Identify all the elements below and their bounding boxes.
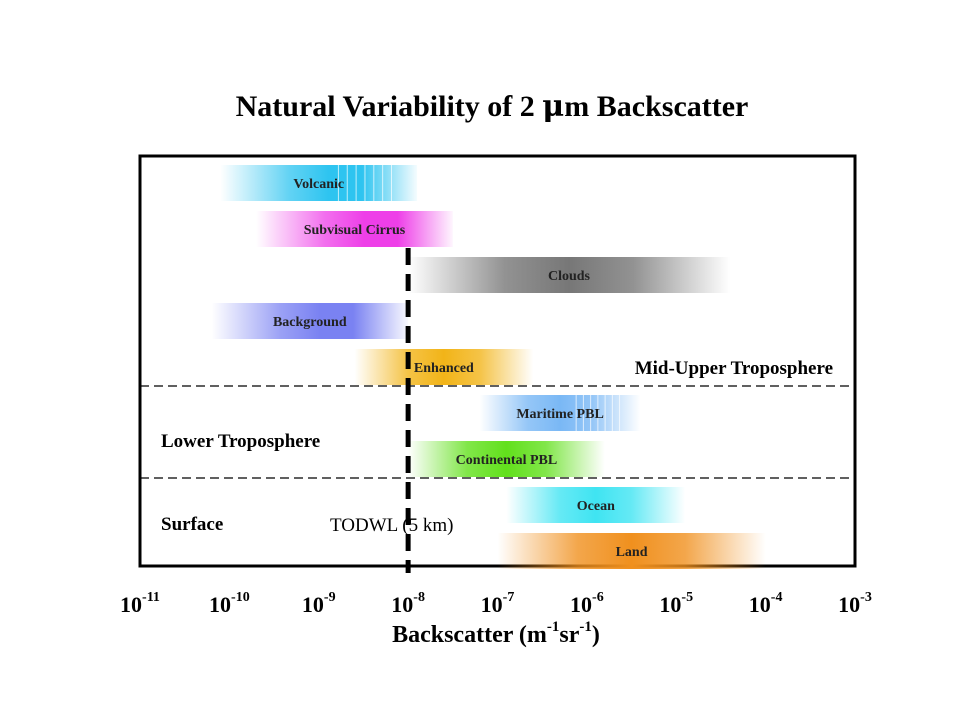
band-volcanic: Volcanic <box>220 165 418 201</box>
x-tick-labels: 10-11 10-10 10-9 10-8 10-7 10-6 10-5 10-4 10-3 <box>120 590 872 617</box>
band-label: Land <box>616 545 648 560</box>
chart-title: Natural Variability of 2 μm Backscatter <box>236 89 749 124</box>
band-bar <box>220 165 418 201</box>
tick-base: 10 <box>209 592 231 617</box>
band-label: Background <box>273 315 347 330</box>
x-tick-label: 10-4 <box>749 590 783 617</box>
tick-exponent: -8 <box>413 590 425 605</box>
tick-base: 10 <box>302 592 324 617</box>
xlabel-text: Backscatter (m <box>392 622 547 648</box>
band-land: Land <box>497 533 766 569</box>
band-label: Maritime PBL <box>516 407 603 422</box>
tick-base: 10 <box>838 592 860 617</box>
tick-base: 10 <box>120 592 142 617</box>
band-label: Subvisual Cirrus <box>304 223 406 238</box>
band-bar <box>408 257 730 293</box>
band-clouds: Clouds <box>408 257 730 293</box>
band-label: Enhanced <box>414 361 474 376</box>
band-subvisual-cirrus: Subvisual Cirrus <box>256 211 453 247</box>
xlabel-text: sr <box>559 622 579 648</box>
tick-exponent: -10 <box>231 590 250 605</box>
x-tick-label: 10-8 <box>391 590 425 617</box>
band-bar <box>408 441 605 477</box>
title-mu-symbol: μ <box>542 89 564 124</box>
xlabel-text: ) <box>592 622 600 648</box>
tick-base: 10 <box>481 592 503 617</box>
tick-base: 10 <box>570 592 592 617</box>
band-label: Clouds <box>548 269 591 284</box>
band-bar <box>479 395 641 431</box>
tick-exponent: -6 <box>592 590 604 605</box>
tick-exponent: -11 <box>142 590 160 605</box>
band-bar <box>211 303 409 339</box>
band-continental-pbl: Continental PBL <box>408 441 605 477</box>
band-ocean: Ocean <box>506 487 686 523</box>
band-maritime-pbl: Maritime PBL <box>479 395 641 431</box>
tick-base: 10 <box>391 592 413 617</box>
tick-base: 10 <box>659 592 681 617</box>
bands-layer: Volcanic Subvisual Cirrus Clouds Background… <box>211 165 766 569</box>
tick-exponent: -3 <box>860 590 872 605</box>
x-tick-label: 10-3 <box>838 590 872 617</box>
band-bar <box>506 487 686 523</box>
x-tick-label: 10-10 <box>209 590 250 617</box>
title-part-2: m Backscatter <box>564 90 748 123</box>
region-label-lower: Lower Troposphere <box>161 431 320 452</box>
tick-exponent: -4 <box>771 590 783 605</box>
x-tick-label: 10-5 <box>659 590 693 617</box>
band-bar <box>497 533 766 569</box>
todwl-label: TODWL (5 km) <box>330 515 453 536</box>
band-label: Continental PBL <box>456 453 558 468</box>
x-axis-label: Backscatter (m-1sr-1) <box>392 619 600 648</box>
xlabel-superscript: -1 <box>547 619 560 635</box>
xlabel-superscript: -1 <box>579 619 592 635</box>
tick-base: 10 <box>749 592 771 617</box>
region-label-mid-upper: Mid-Upper Troposphere <box>635 358 833 379</box>
x-tick-label: 10-7 <box>481 590 515 617</box>
title-part-1: Natural Variability of 2 <box>236 90 543 123</box>
band-enhanced: Enhanced <box>354 349 534 385</box>
x-tick-label: 10-6 <box>570 590 604 617</box>
tick-exponent: -7 <box>503 590 515 605</box>
region-label-surface: Surface <box>161 514 223 535</box>
band-label: Ocean <box>577 499 615 514</box>
x-tick-label: 10-9 <box>302 590 336 617</box>
band-bar <box>256 211 453 247</box>
band-bar <box>354 349 534 385</box>
x-tick-label: 10-11 <box>120 590 160 617</box>
tick-exponent: -9 <box>324 590 336 605</box>
band-label: Volcanic <box>293 177 344 192</box>
tick-exponent: -5 <box>681 590 693 605</box>
band-background: Background <box>211 303 409 339</box>
